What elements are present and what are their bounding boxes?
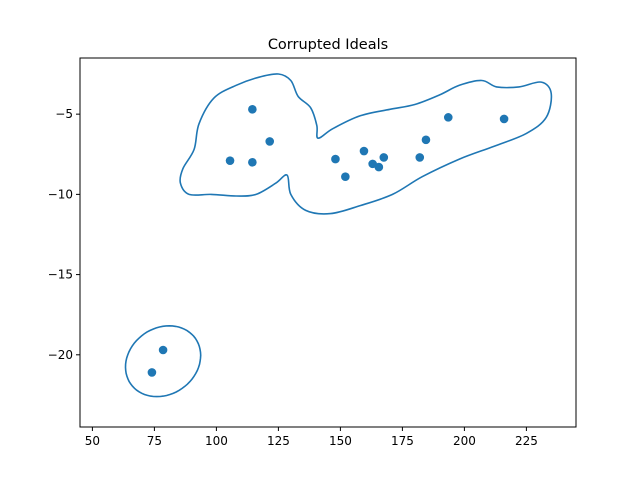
data-point-10 [374, 162, 384, 172]
x-tick-label: 75 [147, 434, 162, 448]
y-tick-label: −15 [48, 268, 73, 282]
x-tick-label: 100 [205, 434, 228, 448]
x-tick-label: 225 [515, 434, 538, 448]
data-point-0 [147, 368, 157, 377]
x-tick-label: 50 [85, 434, 100, 448]
chart-title: Corrupted Ideals [268, 37, 388, 53]
cluster-outline-1 [179, 73, 553, 215]
data-point-12 [415, 153, 425, 162]
plot-frame [79, 57, 577, 428]
y-tick-label: −10 [48, 187, 73, 201]
data-point-8 [359, 146, 369, 156]
cluster-outlines [124, 73, 553, 398]
data-point-2 [225, 156, 235, 165]
x-tick-label: 125 [267, 434, 290, 448]
data-point-7 [341, 172, 350, 182]
x-tick-label: 150 [329, 434, 352, 448]
x-tick-label: 175 [391, 434, 414, 448]
data-point-3 [248, 105, 257, 114]
cluster-outline-0 [124, 324, 202, 398]
data-point-11 [379, 153, 389, 162]
data-point-4 [248, 157, 257, 167]
data-point-14 [443, 113, 453, 122]
y-tick-label: −5 [55, 107, 73, 121]
data-point-15 [499, 114, 509, 124]
axes: 50 75 100 125 150 175 200 225 −5 −10 −15 −20 [48, 57, 577, 448]
data-point-5 [265, 137, 275, 146]
x-tick-label: 200 [453, 434, 476, 448]
y-tick-label: −20 [48, 348, 73, 362]
data-point-1 [158, 345, 168, 355]
data-points [147, 105, 509, 377]
data-point-13 [421, 135, 431, 145]
data-point-6 [331, 154, 340, 164]
